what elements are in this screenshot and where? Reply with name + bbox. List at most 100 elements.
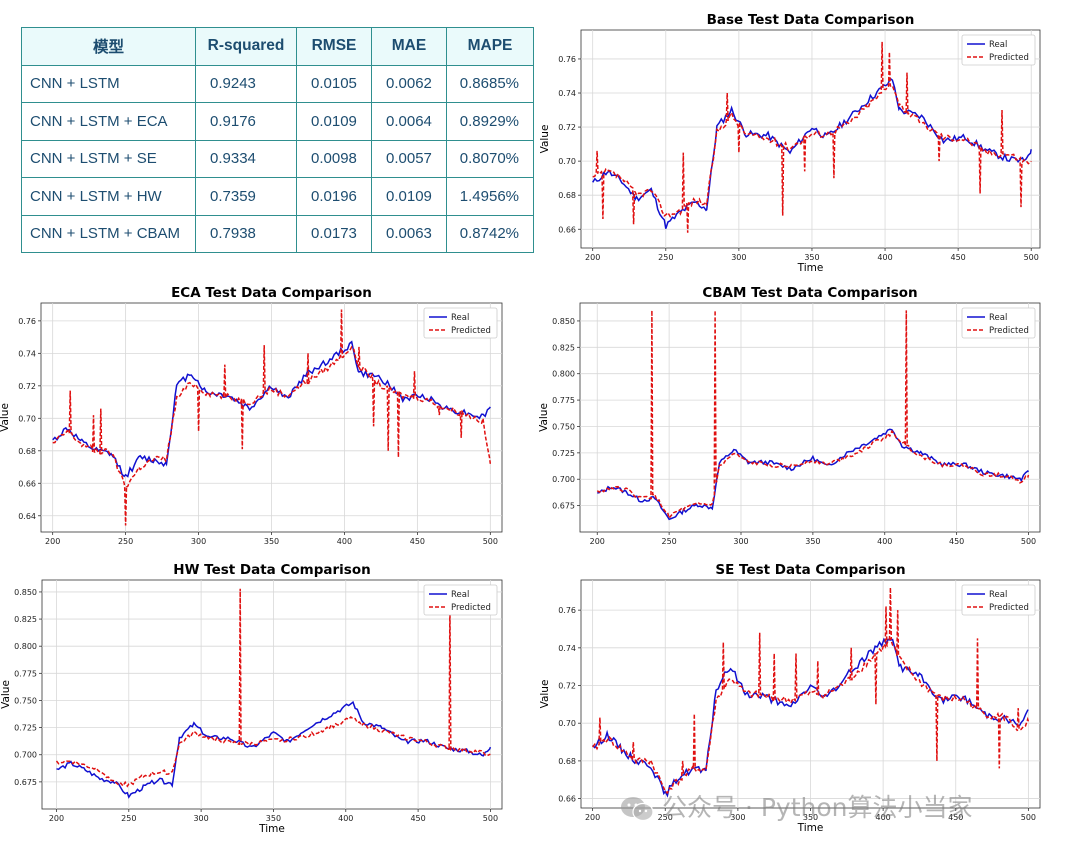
cell-mae: 0.0063 bbox=[371, 214, 447, 253]
x-tick-label: 500 bbox=[483, 814, 498, 823]
wechat-icon bbox=[621, 797, 654, 822]
chart-se: 200 250 300 350 400 450 500 0.66 0.68 0.70 0.72 0.7… bbox=[539, 562, 1041, 834]
y-tick-label: 0.68 bbox=[558, 757, 576, 766]
y-tick-label: 0.725 bbox=[552, 449, 575, 458]
y-tick-label: 0.66 bbox=[558, 795, 576, 804]
cell-rmse: 0.0173 bbox=[296, 214, 372, 253]
cell-mape: 0.8929% bbox=[446, 102, 534, 141]
y-tick-label: 0.64 bbox=[18, 512, 36, 521]
x-tick-label: 200 bbox=[590, 537, 605, 546]
y-tick-label: 0.775 bbox=[552, 396, 575, 405]
cell-model: CNN + LSTM + CBAM bbox=[21, 214, 196, 253]
table-header-row: 模型 R-squared RMSE MAE MAPE bbox=[21, 27, 534, 66]
y-tick-label: 0.72 bbox=[558, 123, 576, 132]
plot-area bbox=[41, 579, 503, 810]
x-axis-label: Time bbox=[797, 262, 824, 274]
chart-title: SE Test Data Comparison bbox=[715, 562, 905, 578]
y-tick-label: 0.76 bbox=[558, 55, 576, 64]
x-tick-label: 200 bbox=[585, 253, 600, 262]
cell-mape: 1.4956% bbox=[446, 177, 534, 216]
x-tick-label: 450 bbox=[949, 537, 964, 546]
x-axis-label: Time bbox=[258, 823, 285, 835]
x-tick-label: 400 bbox=[875, 813, 890, 822]
y-tick-label: 0.70 bbox=[558, 157, 576, 166]
legend-real-label: Real bbox=[451, 313, 469, 323]
watermark: 公众号 · Python算法小当家 bbox=[620, 788, 973, 824]
x-tick-label: 250 bbox=[658, 813, 673, 822]
x-tick-label: 300 bbox=[731, 253, 746, 262]
x-tick-label: 300 bbox=[193, 814, 208, 823]
x-tick-label: 350 bbox=[803, 813, 818, 822]
x-tick-label: 350 bbox=[804, 253, 819, 262]
y-tick-label: 0.775 bbox=[14, 669, 37, 678]
cell-rmse: 0.0109 bbox=[296, 102, 372, 141]
table-row: CNN + LSTM + HW 0.7359 0.0196 0.0109 1.4… bbox=[21, 177, 534, 216]
series-real-line bbox=[52, 340, 491, 478]
y-tick-label: 0.70 bbox=[18, 414, 36, 423]
chart-eca: 200 250 300 350 400 450 500 0.64 0.66 0.68 0.70 0.7… bbox=[0, 285, 503, 546]
cell-r-squared: 0.7359 bbox=[195, 177, 297, 216]
x-tick-label: 350 bbox=[264, 537, 279, 546]
x-tick-label: 400 bbox=[338, 814, 353, 823]
table-row: CNN + LSTM + SE 0.9334 0.0098 0.0057 0.8… bbox=[21, 139, 534, 178]
legend-predicted-label: Predicted bbox=[989, 53, 1029, 63]
y-tick-label: 0.850 bbox=[552, 317, 575, 326]
x-tick-label: 250 bbox=[121, 814, 136, 823]
x-tick-label: 250 bbox=[661, 537, 676, 546]
x-axis-label: Time bbox=[797, 822, 824, 834]
y-tick-label: 0.800 bbox=[552, 370, 575, 379]
watermark-text: 公众号 · Python算法小当家 bbox=[662, 793, 973, 822]
table-row: CNN + LSTM + ECA 0.9176 0.0109 0.0064 0.… bbox=[21, 102, 534, 141]
header-model: 模型 bbox=[21, 27, 196, 66]
x-tick-label: 250 bbox=[658, 253, 673, 262]
y-tick-label: 0.750 bbox=[14, 696, 37, 705]
x-tick-label: 500 bbox=[1021, 537, 1036, 546]
series-predicted-line bbox=[596, 310, 1030, 520]
x-tick-label: 450 bbox=[950, 253, 965, 262]
y-tick-label: 0.750 bbox=[552, 422, 575, 431]
y-tick-label: 0.72 bbox=[18, 382, 36, 391]
y-tick-label: 0.675 bbox=[14, 778, 37, 787]
chart-title: CBAM Test Data Comparison bbox=[702, 285, 917, 301]
legend-real-label: Real bbox=[989, 590, 1007, 600]
y-tick-label: 0.68 bbox=[558, 191, 576, 200]
legend-predicted-label: Predicted bbox=[451, 326, 491, 336]
cell-model: CNN + LSTM + SE bbox=[21, 139, 196, 178]
x-tick-label: 300 bbox=[191, 537, 206, 546]
cell-rmse: 0.0098 bbox=[296, 139, 372, 178]
legend-predicted-label: Predicted bbox=[451, 603, 491, 613]
table-row: CNN + LSTM 0.9243 0.0105 0.0062 0.8685% bbox=[21, 64, 534, 103]
chart-title: Base Test Data Comparison bbox=[707, 12, 915, 28]
x-tick-label: 500 bbox=[1021, 813, 1036, 822]
chart-base: 200 250 300 350 400 450 500 0.66 0.68 0.70 0.72 0.7… bbox=[539, 12, 1041, 274]
cell-mae: 0.0109 bbox=[371, 177, 447, 216]
x-tick-label: 400 bbox=[877, 537, 892, 546]
cell-r-squared: 0.9176 bbox=[195, 102, 297, 141]
metrics-table: 模型 R-squared RMSE MAE MAPE CNN + LSTM 0.… bbox=[21, 27, 534, 253]
x-tick-label: 350 bbox=[266, 814, 281, 823]
y-tick-label: 0.825 bbox=[552, 343, 575, 352]
x-tick-label: 200 bbox=[45, 537, 60, 546]
legend-predicted-label: Predicted bbox=[989, 603, 1029, 613]
y-tick-label: 0.675 bbox=[552, 502, 575, 511]
y-tick-label: 0.66 bbox=[18, 479, 36, 488]
plot-area bbox=[579, 302, 1041, 533]
y-tick-label: 0.700 bbox=[552, 475, 575, 484]
chart-cbam: 200 250 300 350 400 450 500 0.675 0.700 0.725 0.75… bbox=[538, 285, 1041, 546]
y-tick-label: 0.74 bbox=[558, 644, 576, 653]
chart-title: HW Test Data Comparison bbox=[173, 562, 370, 578]
legend-real-label: Real bbox=[451, 590, 469, 600]
y-tick-label: 0.66 bbox=[558, 225, 576, 234]
y-tick-label: 0.725 bbox=[14, 724, 37, 733]
y-axis-label: Value bbox=[538, 403, 550, 432]
series-real-line bbox=[592, 637, 1029, 798]
header-rmse: RMSE bbox=[296, 27, 372, 66]
y-tick-label: 0.70 bbox=[558, 719, 576, 728]
x-tick-label: 300 bbox=[733, 537, 748, 546]
cell-rmse: 0.0105 bbox=[296, 64, 372, 103]
y-tick-label: 0.76 bbox=[558, 606, 576, 615]
series-predicted-line bbox=[55, 588, 491, 788]
x-tick-label: 400 bbox=[337, 537, 352, 546]
cell-model: CNN + LSTM + ECA bbox=[21, 102, 196, 141]
